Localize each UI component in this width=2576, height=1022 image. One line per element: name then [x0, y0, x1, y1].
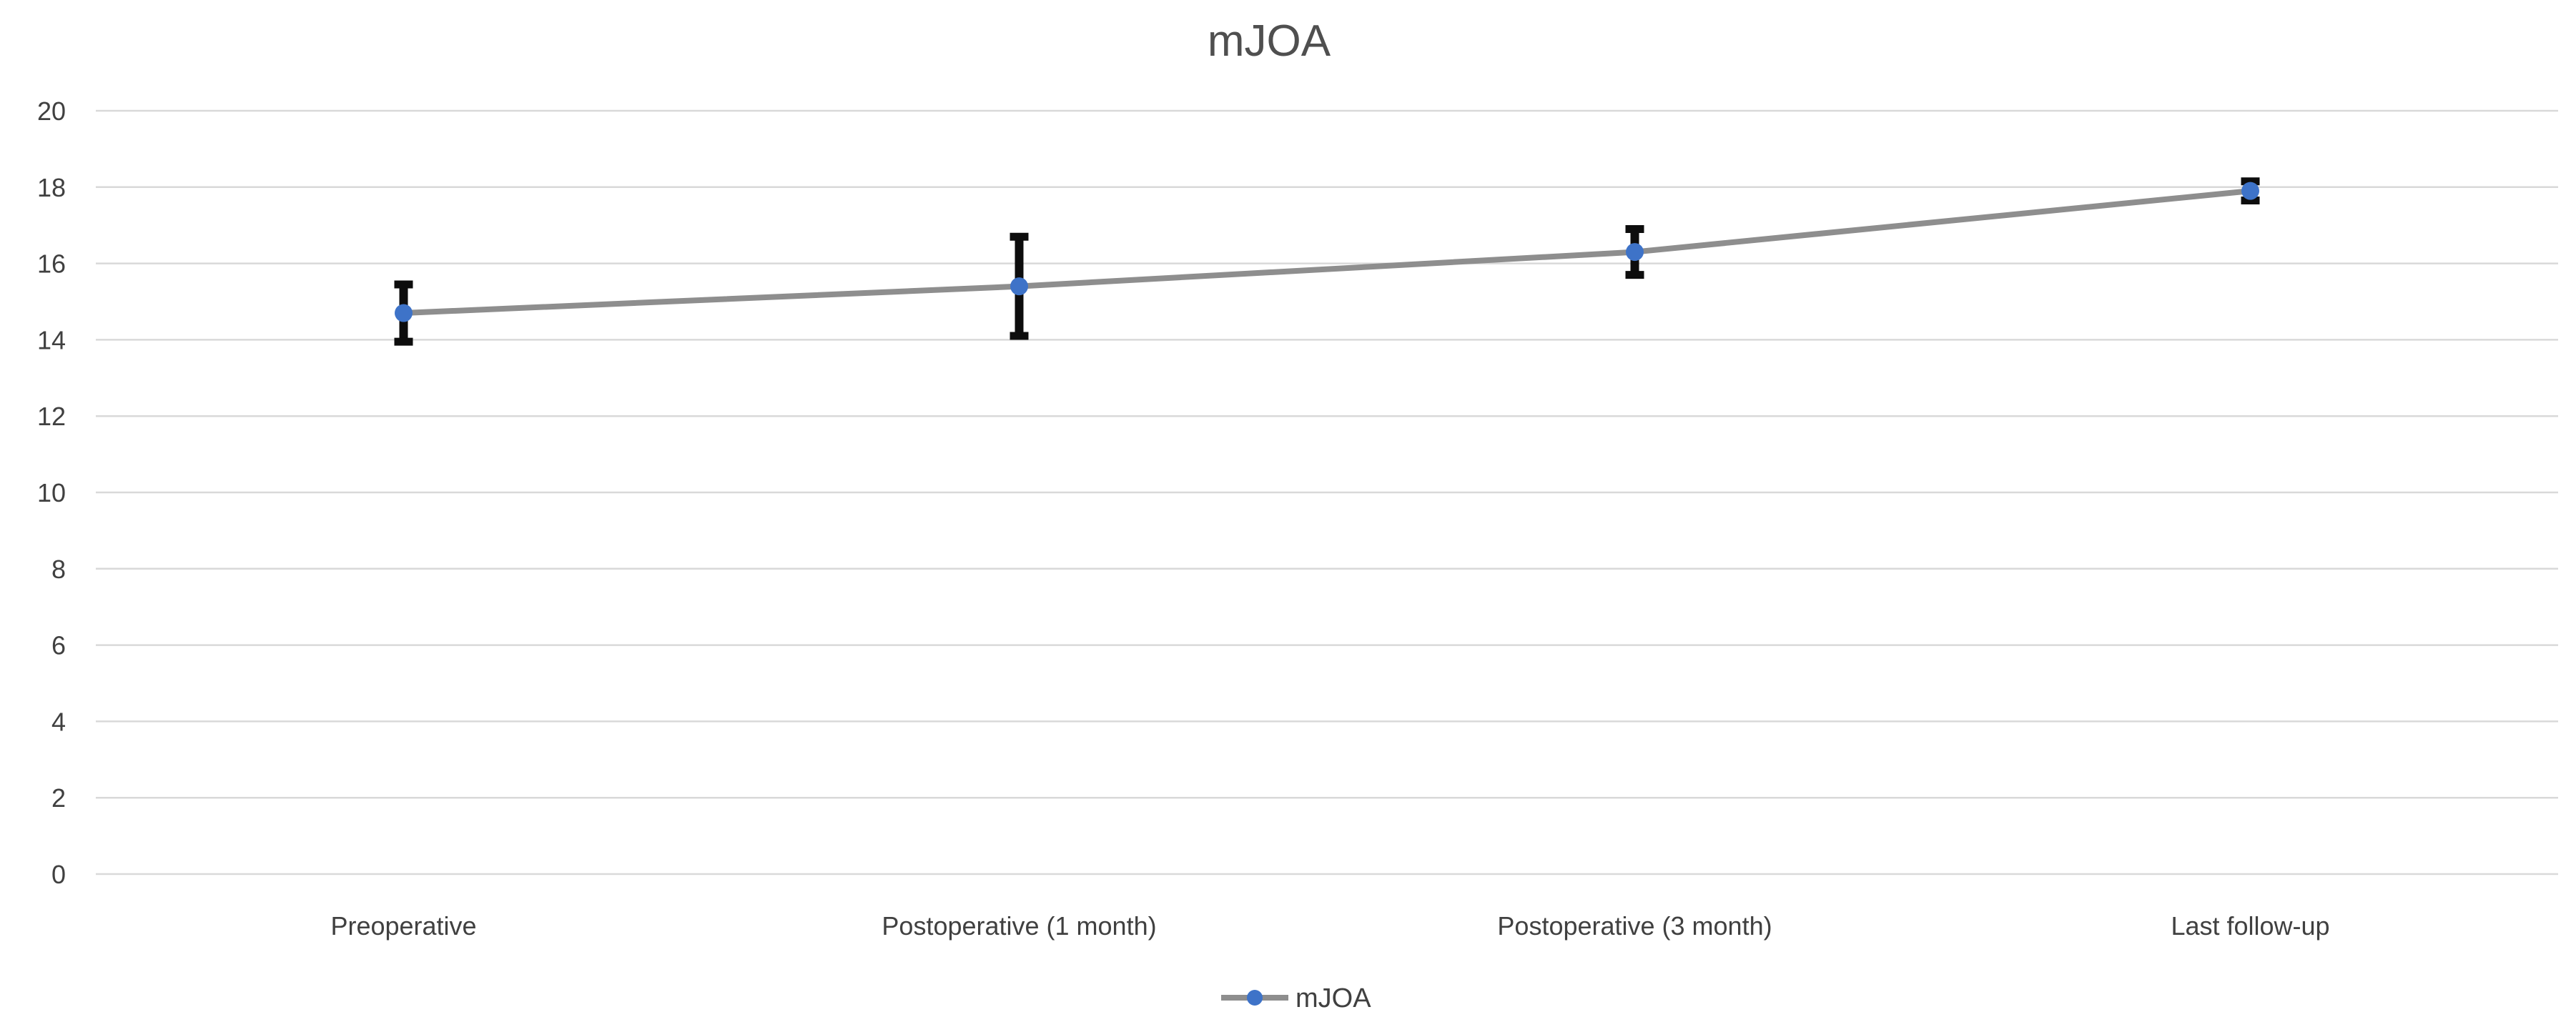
y-tick-label: 2 [51, 783, 66, 813]
y-tick-label: 10 [37, 478, 66, 507]
y-tick-label: 8 [51, 555, 66, 584]
data-point-marker [1626, 243, 1644, 262]
y-tick-label: 14 [37, 325, 66, 354]
series-mjoa [394, 177, 2260, 346]
category-label: Postoperative (1 month) [882, 911, 1156, 941]
y-tick-label: 18 [37, 173, 66, 202]
y-axis-tick-labels: 0 2 4 6 8 10 12 14 16 18 20 [37, 96, 66, 889]
y-tick-label: 16 [37, 249, 66, 279]
chart-title: mJOA [1208, 16, 1331, 66]
category-label: Postoperative (3 month) [1497, 911, 1772, 941]
data-point-marker [1010, 277, 1028, 296]
legend: mJOA [1221, 983, 1371, 1013]
category-label: Last follow-up [2171, 911, 2329, 941]
y-tick-label: 6 [51, 631, 66, 660]
y-tick-label: 20 [37, 96, 66, 126]
data-point-marker [395, 304, 413, 322]
y-tick-label: 0 [51, 860, 66, 889]
series-line [403, 188, 2251, 317]
gridlines [96, 109, 2558, 875]
y-tick-label: 12 [37, 402, 66, 431]
data-point-marker [2241, 182, 2259, 200]
legend-marker-dot [1247, 990, 1263, 1006]
category-label: Preoperative [330, 911, 476, 941]
y-tick-label: 4 [51, 707, 66, 736]
legend-label: mJOA [1296, 983, 1371, 1013]
x-axis-category-labels: Preoperative Postoperative (1 month) Posto… [330, 911, 2329, 941]
